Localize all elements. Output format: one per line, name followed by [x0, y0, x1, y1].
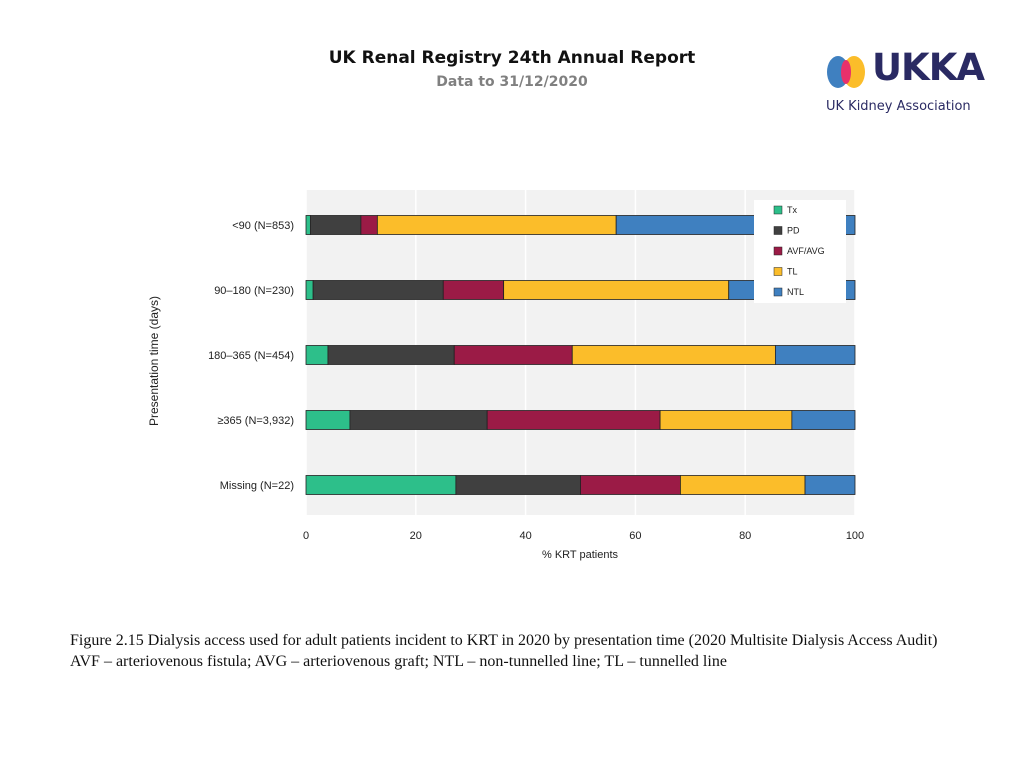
legend-swatch — [773, 267, 783, 276]
bar-segment-tx — [305, 215, 311, 235]
logo-wordmark: UKKA — [872, 46, 985, 89]
x-tick-label: 100 — [846, 530, 864, 542]
caption-line-2: AVF – arteriovenous fistula; AVG – arter… — [70, 653, 727, 670]
figure-caption: Figure 2.15 Dialysis access used for adu… — [70, 630, 1000, 672]
bar-segment-ntl — [774, 345, 856, 365]
y-axis-label: Presentation time (days) — [147, 296, 161, 426]
bar-segment-pd — [309, 215, 362, 235]
bar-segment-pd — [312, 280, 444, 300]
caption-line-1: Figure 2.15 Dialysis access used for adu… — [70, 632, 938, 649]
y-tick-label: ≥365 (N=3,932) — [217, 415, 294, 427]
y-tick-label: Missing (N=22) — [220, 480, 294, 492]
legend-label: NTL — [787, 287, 804, 297]
x-tick-label: 0 — [303, 530, 309, 542]
x-tick-labels: 0 20 40 60 80 100 — [303, 530, 864, 542]
bar-segment-tl — [503, 280, 730, 300]
legend-swatch — [773, 205, 783, 215]
bar-segment-avfavg — [580, 475, 681, 495]
y-tick-labels: <90 (N=853) 90–180 (N=230) 180–365 (N=454)… — [208, 220, 294, 492]
report-subtitle: Data to 31/12/2020 — [436, 74, 588, 90]
bar-segment-tx — [305, 410, 351, 430]
bar-segment-avfavg — [453, 345, 573, 365]
legend-swatch — [773, 226, 783, 235]
bar-segment-avfavg — [486, 410, 661, 430]
report-header: UK Renal Registry 24th Annual Report Dat… — [0, 48, 1024, 90]
legend-label: AVF/AVG — [787, 246, 825, 256]
y-tick-label: <90 (N=853) — [232, 220, 294, 232]
logo-org-name: UK Kidney Association — [826, 99, 971, 114]
bar-segment-ntl — [791, 410, 856, 430]
bar-segment-tx — [305, 280, 314, 300]
x-tick-label: 80 — [739, 530, 751, 542]
bar-segment-ntl — [804, 475, 856, 495]
legend-box — [754, 200, 846, 303]
legend-swatch — [773, 246, 783, 256]
legend-label: PD — [787, 226, 800, 236]
legend-swatch — [773, 287, 783, 297]
legend-label: Tx — [787, 205, 797, 215]
x-tick-label: 20 — [410, 530, 422, 542]
ukka-logo — [827, 56, 865, 88]
x-axis-label: % KRT patients — [542, 549, 619, 561]
stacked-bar-chart: <90 (N=853) 90–180 (N=230) 180–365 (N=454)… — [147, 190, 864, 561]
bar-segment-tl — [659, 410, 793, 430]
y-tick-label: 180–365 (N=454) — [208, 350, 294, 362]
legend-label: TL — [787, 267, 798, 277]
kidney-icon — [827, 56, 865, 88]
y-tick-label: 90–180 (N=230) — [214, 285, 294, 297]
x-tick-label: 60 — [629, 530, 641, 542]
report-title: UK Renal Registry 24th Annual Report — [328, 48, 696, 68]
bar-segment-pd — [349, 410, 488, 430]
bar-segment-pd — [327, 345, 455, 365]
bar-segment-avfavg — [442, 280, 505, 300]
bar-segment-tx — [305, 475, 457, 495]
bar-segment-tl — [680, 475, 806, 495]
bar-segment-tl — [376, 215, 617, 235]
bar-segment-pd — [455, 475, 581, 495]
legend: Tx PD AVF/AVG TL NTL — [754, 200, 846, 303]
bar-segment-avfavg — [360, 215, 378, 235]
x-tick-label: 40 — [519, 530, 531, 542]
bar-segment-tx — [305, 345, 329, 365]
bar-segment-tl — [571, 345, 776, 365]
